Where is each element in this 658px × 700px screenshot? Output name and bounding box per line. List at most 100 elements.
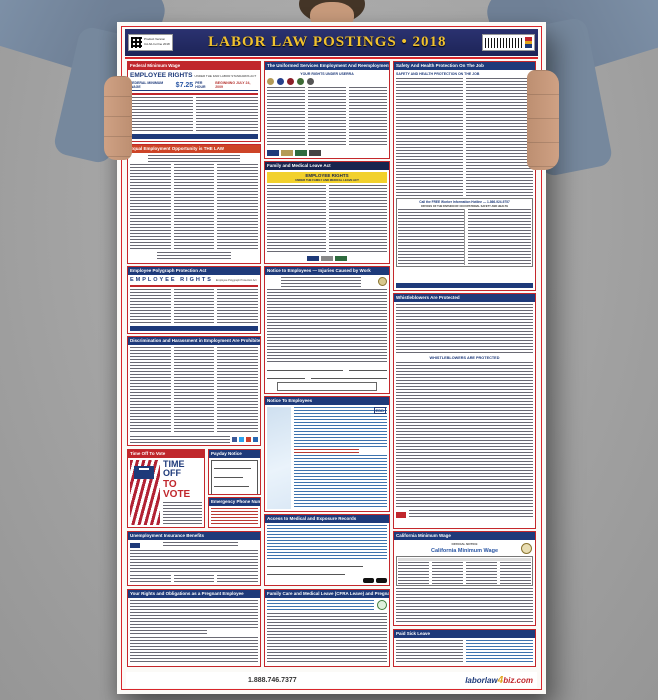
section-title: Federal Minimum Wage [128,62,260,71]
section-title: Time Off To Vote [128,450,204,459]
centered-intro-lines [281,277,361,288]
body-text-lines [267,289,387,364]
ca-min-wage-headline: California Minimum Wage [430,548,499,555]
section-federal-minimum-wage: Federal Minimum Wage EMPLOYEE RIGHTS UND… [127,61,261,142]
employee-rights-headline: EMPLOYEE RIGHTS [130,72,193,80]
official-notice-label: OFFICIAL NOTICE [451,542,478,547]
fmla-band-line2: UNDER THE FAMILY AND MEDICAL LEAVE ACT [295,178,359,183]
dfeh-seal-icon [377,600,387,611]
section-title: Access to Medical and Exposure Records [265,515,389,524]
safety-headline: SAFETY AND HEALTH PROTECTION ON THE JOB [396,72,480,77]
section-eeo-law: Equal Employment Opportunity is THE LAW [127,144,261,264]
section-title: Discrimination and Harassment in Employm… [128,337,260,346]
centered-intro-lines [147,155,241,163]
body-text-lines [396,588,533,623]
body-text-lines [294,407,387,448]
polygraph-headline: EMPLOYEE RIGHTS [130,277,213,284]
section-title: Paid Sick Leave [394,630,535,639]
subhead-lines [267,600,374,612]
body-text-lines [267,613,387,664]
person-right-hand [527,70,559,170]
section-title: Notice to Employees — Injuries Caused by… [265,267,389,276]
body-text-columns [130,164,259,251]
body-text-lines [294,455,387,509]
signature-row [267,373,387,380]
edd-logo: EDD [373,407,386,415]
section-whistleblowers: Whistleblowers Are Protected WHISTLEBLOW… [393,293,536,529]
military-seal-icons [267,78,387,86]
agency-logos-row [267,150,387,156]
barcode-icon [484,37,523,48]
footer-row [396,510,533,519]
support-phone: 1.888.746.7377 [248,676,297,684]
form-line [267,561,363,568]
body-text-columns [396,640,533,664]
contact-columns [130,574,259,583]
section-ca-minimum-wage: California Minimum Wage OFFICIAL NOTICE … [393,531,536,626]
state-seal-icon [521,543,532,555]
body-text-columns [130,97,258,132]
body-text-lines [163,502,202,525]
divider [130,285,258,288]
brand-part-b: 4 [497,674,504,686]
section-title: California Minimum Wage [394,532,535,541]
edd-logo-small [130,542,140,548]
body-text-lines [396,362,533,509]
youtube-icon [246,437,251,442]
section-title: Emergency Phone Numbers [209,498,260,507]
section-safety-health: Safety And Health Protection On The Job … [393,61,536,291]
section-title: Family Care and Medical Leave (CFRA Leav… [265,590,389,599]
ballot-box-illustration [130,460,160,525]
flsa-subhead: UNDER THE FAIR LABOR STANDARDS ACT [194,74,257,79]
body-text-columns [267,185,387,254]
publisher-brand-logo: laborlaw 4 biz.com [465,675,533,686]
section-medical-records: Access to Medical and Exposure Records [264,514,390,586]
section-title: Family and Medical Leave Act [265,162,389,171]
body-text-lines [396,304,533,355]
section-cfra-leave: Family Care and Medical Leave (CFRA Leav… [264,589,390,667]
body-text-columns [130,347,259,434]
cal-osha-logos [267,578,387,583]
section-work-injuries: Notice to Employees — Injuries Caused by… [264,266,390,394]
section-title: Equal Employment Opportunity is THE LAW [128,145,260,154]
section-polygraph: Employee Polygraph Protection Act EMPLOY… [127,266,261,334]
poster-title: LABOR LAW POSTINGS • 2018 [208,34,447,50]
state-seal-icon [378,277,387,287]
body-text-columns [396,78,533,197]
vote-big-line2: TO VOTE [163,479,191,501]
person-left-hand [104,76,132,160]
section-title: Safety And Health Protection On The Job [394,62,535,71]
product-version-label: Product Version CA All-In-One 2018 [128,34,173,51]
section-pregnant-employee: Your Rights and Obligations as a Pregnan… [127,589,261,667]
section-title: Notice To Employees [265,397,389,406]
emergency-number-lines [211,508,258,525]
section-title: Employee Polygraph Protection Act [128,267,260,276]
whd-footer-bar [130,134,258,139]
twitter-icon [239,437,244,442]
wage-amount: $7.25 [175,81,194,89]
body-text-lines [130,550,258,573]
body-text-columns [130,289,259,324]
body-text-lines [130,600,258,629]
section-unemployment: Unemployment Insurance Benefits [127,531,261,586]
section-userra: The Uniformed Services Employment And Re… [264,61,390,159]
body-text-lines [267,525,387,560]
section-emergency-numbers: Emergency Phone Numbers [208,497,261,528]
whistleblower-mid-heading: WHISTLEBLOWERS ARE PROTECTED [429,356,500,361]
section-title: Payday Notice [209,450,260,459]
hotline-text: Call the FREE Worker Information Hotline… [419,200,510,205]
section-time-off-to-vote: Time Off To Vote TIME OFF TO VOTE [127,449,205,528]
footer-row [130,436,258,443]
barcode-label [481,34,535,51]
vote-big-line1: TIME OFF [163,459,185,479]
beginning-label: BEGINNING JULY 24, 2009 [215,81,251,90]
polygraph-subhead: Employee Polygraph Protection Act [215,279,257,283]
product-label-line2: CA All-In-One 2018 [144,42,170,46]
whd-footer-bar [130,326,258,331]
poster-footer: 1.888.746.7377 laborlaw 4 biz.com [126,672,537,688]
section-paid-sick-leave: Paid Sick Leave [393,629,536,667]
linkedin-icon [253,437,258,442]
section-title: The Uniformed Services Employment And Re… [265,62,389,71]
section-title: Whistleblowers Are Protected [394,294,535,303]
